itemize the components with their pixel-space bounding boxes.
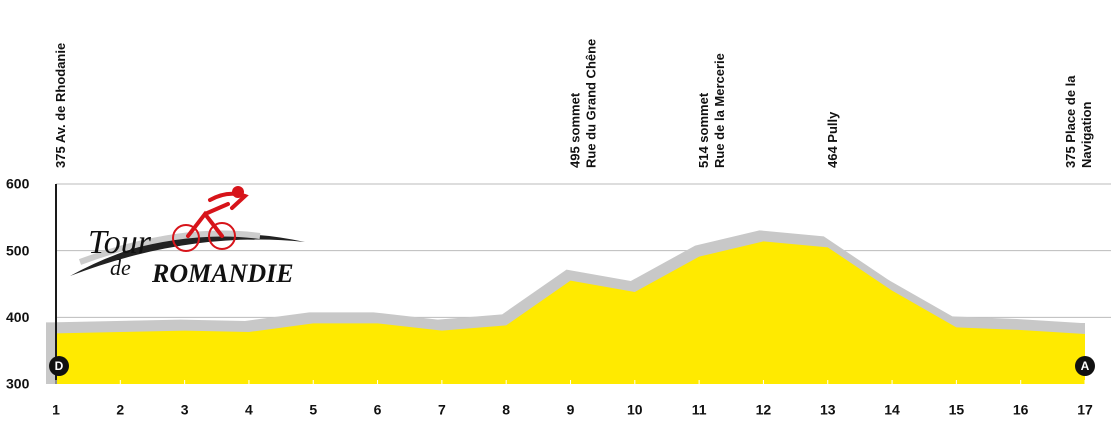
- x-tick-label: 11: [692, 402, 707, 418]
- x-tick-label: 5: [309, 402, 317, 418]
- logo: Tour de ROMANDIE: [70, 186, 305, 288]
- endpoint-marker: [1075, 356, 1095, 376]
- annotation: 375 Place de la: [1063, 75, 1078, 168]
- y-tick-label: 600: [6, 176, 30, 192]
- x-tick-label: 9: [567, 402, 575, 418]
- y-tick-label: 400: [6, 309, 30, 325]
- x-tick-label: 10: [627, 402, 643, 418]
- annotation: Rue de la Mercerie: [712, 53, 727, 168]
- x-tick-label: 2: [116, 402, 124, 418]
- annotation: Rue du Grand Chêne: [584, 39, 599, 168]
- x-tick-label: 17: [1077, 402, 1093, 418]
- x-tick-label: 16: [1013, 402, 1029, 418]
- logo-rider: [186, 191, 249, 238]
- x-tick-label: 8: [502, 402, 510, 418]
- x-tick-label: 7: [438, 402, 446, 418]
- logo-swoosh: [78, 230, 261, 265]
- logo-text: de: [110, 255, 131, 280]
- x-tick-label: 1: [52, 402, 60, 418]
- endpoint-label: D: [55, 359, 64, 373]
- x-tick-label: 4: [245, 402, 253, 418]
- annotation: 514 sommet: [696, 92, 711, 168]
- logo-swoosh: [70, 233, 305, 276]
- x-tick-label: 14: [884, 402, 900, 418]
- endpoint-marker: [49, 356, 69, 376]
- endpoint-label: A: [1081, 359, 1090, 373]
- logo-rider: [232, 186, 244, 198]
- x-tick-label: 6: [374, 402, 382, 418]
- x-tick-label: 3: [181, 402, 189, 418]
- logo-text: Tour: [88, 224, 152, 261]
- logo-wheel: [172, 224, 200, 252]
- annotation: Navigation: [1079, 101, 1094, 168]
- annotation: 495 sommet: [568, 92, 583, 168]
- y-tick-label: 500: [6, 242, 30, 258]
- x-tick-label: 12: [756, 402, 772, 418]
- logo-text: ROMANDIE: [151, 259, 294, 288]
- annotation: 375 Av. de Rhodanie: [53, 43, 68, 168]
- x-tick-label: 15: [949, 402, 965, 418]
- logo-wheel: [208, 222, 236, 250]
- elevation-area: [56, 241, 1085, 384]
- y-tick-label: 300: [6, 376, 30, 392]
- annotation: 464 Pully: [825, 111, 840, 168]
- x-tick-label: 13: [820, 402, 836, 418]
